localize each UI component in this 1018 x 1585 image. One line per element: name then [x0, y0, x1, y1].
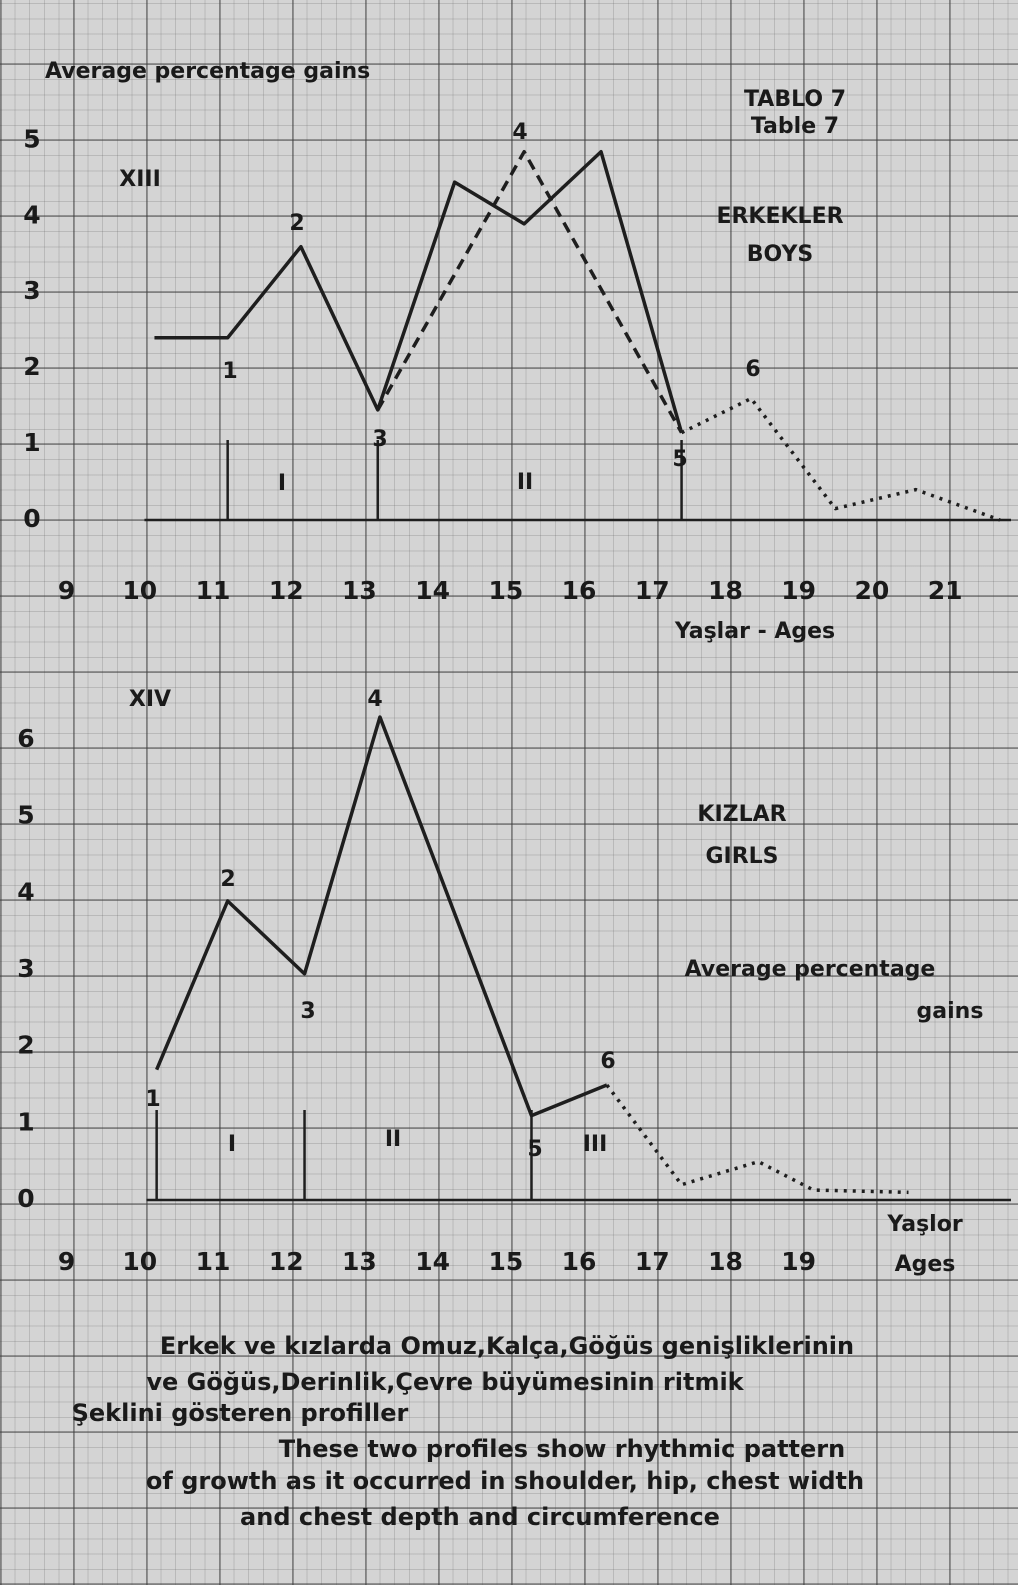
- series-line: [376, 150, 684, 434]
- x-tick-label: 13: [342, 1247, 377, 1276]
- caption-line: These two profiles show rhythmic pattern: [279, 1435, 845, 1463]
- table-label: TABLO 7: [744, 87, 846, 112]
- point-label: 1: [145, 1087, 160, 1112]
- group-label: GIRLS: [705, 844, 778, 869]
- x-tick-label: 20: [855, 576, 890, 605]
- caption-line: of growth as it occurred in shoulder, hi…: [146, 1467, 864, 1495]
- x-axis-label: Yaşlar - Ages: [674, 619, 835, 644]
- x-tick-label: 14: [415, 1247, 450, 1276]
- group-label: BOYS: [747, 242, 813, 267]
- x-tick-label: 17: [635, 1247, 670, 1276]
- y-tick-label: 5: [17, 801, 34, 830]
- x-tick-label: 10: [122, 1247, 157, 1276]
- point-label: 2: [220, 867, 235, 892]
- x-tick-label: 11: [196, 1247, 231, 1276]
- phase-label: I: [228, 1132, 236, 1157]
- y-tick-label: 5: [23, 124, 40, 153]
- table-label: Table 7: [751, 114, 839, 139]
- x-tick-label: 9: [58, 1247, 75, 1276]
- point-label: 4: [367, 687, 382, 712]
- point-label: 5: [527, 1137, 542, 1162]
- y-tick-label: 0: [17, 1184, 34, 1213]
- caption-line: ve Göğüs,Derinlik,Çevre büyümesinin ritm…: [146, 1368, 744, 1396]
- y-axis-label: gains: [917, 999, 984, 1024]
- x-tick-label: 14: [415, 576, 450, 605]
- series-line: [680, 396, 1001, 522]
- y-tick-label: 2: [17, 1031, 34, 1060]
- group-label: KIZLAR: [697, 802, 786, 827]
- x-tick-label: 16: [562, 1247, 597, 1276]
- y-tick-label: 6: [17, 724, 34, 753]
- y-tick-label: 4: [17, 877, 34, 906]
- x-axis-label: Yaşlor: [886, 1212, 963, 1237]
- y-axis-label: Average percentage gains: [45, 59, 370, 84]
- series-line: [155, 715, 608, 1118]
- y-axis-label: Average percentage: [685, 957, 936, 982]
- phase-label: II: [517, 470, 533, 495]
- x-tick-label: 13: [342, 576, 377, 605]
- point-label: 6: [745, 357, 760, 382]
- y-tick-label: 1: [17, 1107, 34, 1136]
- caption-line: Erkek ve kızlarda Omuz,Kalça,Göğüs geniş…: [160, 1332, 854, 1360]
- x-tick-label: 12: [269, 576, 304, 605]
- y-tick-label: 2: [23, 352, 40, 381]
- phase-label: III: [583, 1132, 608, 1157]
- series-line: [605, 1083, 909, 1195]
- x-tick-label: 16: [562, 576, 597, 605]
- caption-line: Şeklini gösteren profiller: [72, 1399, 409, 1427]
- y-tick-label: 3: [23, 276, 40, 305]
- y-tick-label: 0: [23, 504, 40, 533]
- point-label: 2: [289, 211, 304, 236]
- x-tick-label: 9: [58, 576, 75, 605]
- y-tick-label: 3: [17, 954, 34, 983]
- x-tick-label: 15: [488, 576, 523, 605]
- point-label: 1: [222, 359, 237, 384]
- x-axis-label: Ages: [895, 1252, 956, 1277]
- point-label: 5: [672, 447, 687, 472]
- x-tick-label: 18: [708, 1247, 743, 1276]
- x-tick-label: 21: [928, 576, 963, 605]
- point-label: 6: [600, 1049, 615, 1074]
- x-tick-label: 11: [196, 576, 231, 605]
- point-label: 4: [512, 120, 527, 145]
- point-label: 3: [372, 427, 387, 452]
- point-label: 3: [300, 999, 315, 1024]
- chart-label: XIII: [119, 167, 161, 192]
- x-tick-label: 10: [122, 576, 157, 605]
- y-tick-label: 4: [23, 200, 40, 229]
- x-tick-label: 19: [781, 1247, 816, 1276]
- group-label: ERKEKLER: [716, 204, 843, 229]
- series-line: [154, 150, 684, 434]
- phase-label: I: [278, 471, 286, 496]
- x-tick-label: 15: [488, 1247, 523, 1276]
- x-tick-label: 18: [708, 576, 743, 605]
- phase-label: II: [385, 1127, 401, 1152]
- x-tick-label: 19: [781, 576, 816, 605]
- y-tick-label: 1: [23, 428, 40, 457]
- x-tick-label: 12: [269, 1247, 304, 1276]
- chart-label: XIV: [129, 687, 171, 712]
- caption-line: and chest depth and circumference: [240, 1503, 720, 1531]
- x-tick-label: 17: [635, 576, 670, 605]
